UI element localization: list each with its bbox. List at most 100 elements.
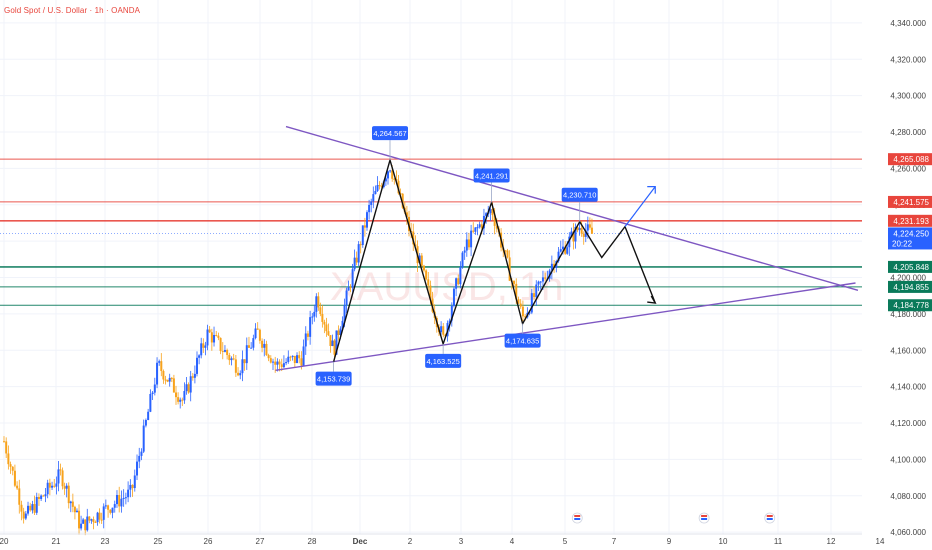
pivot-labels: 4,264.567 4,241.291 4,230.710 4,153.739 4,16… [315,126,598,386]
candle-body [175,392,177,398]
candle-body [147,411,150,421]
candle-body [261,340,264,348]
candle-body [241,359,244,374]
candle-body [7,453,10,465]
event-icons[interactable] [571,512,776,524]
candle-body [131,484,134,489]
candle-body [495,225,498,229]
y-axis[interactable]: 4,340.000 4,320.000 4,300.000 4,280.000 4,26… [862,0,932,550]
candle-body [331,340,334,347]
candle-body [217,335,220,338]
candle-body [24,513,27,519]
candle-body [111,507,114,513]
candle-body [115,494,118,505]
candle-body [61,470,64,487]
y-tick-label: 4,100.000 [890,455,926,464]
candle-body [366,212,368,228]
candle-body [337,330,340,335]
candle-body [401,193,404,208]
candle-body [353,257,356,270]
current-price-tag [888,227,932,250]
candle-body [457,278,460,285]
candle-body [88,516,91,521]
candle-body [376,185,379,191]
candle-body [414,244,417,247]
zigzag-pattern [332,157,657,362]
candle-body [515,283,518,300]
candle-body [144,420,147,426]
candle-body [519,303,522,307]
candle-body [156,362,159,385]
candle-body [370,201,373,205]
candle-body [172,378,175,393]
x-tick-label: 25 [154,537,163,546]
candle-body [204,345,207,348]
candle-body [18,488,21,505]
resistance-3-tag-label: 4,231.193 [893,217,929,226]
candle-body [576,226,579,231]
candle-body [465,239,468,251]
candle-body [206,329,209,346]
candle-body [187,384,190,393]
candle-body [42,495,45,497]
candle-body [280,364,283,368]
candle-body [528,312,531,314]
candle-body [138,455,141,462]
candle-body [325,324,328,332]
candle-body [29,505,32,511]
candle-body [51,485,54,488]
candle-body [329,335,332,347]
candle-body [389,170,392,172]
x-tick-label: 11 [774,537,783,546]
countdown-label: 20:22 [892,239,913,248]
candle-body [355,257,358,263]
candle-body [243,359,246,364]
flag-icon-stripe [574,518,581,520]
candle-body [232,358,235,360]
candle-body [311,316,314,318]
candle-body [321,313,324,322]
candle-body [100,519,103,521]
y-tick-label: 4,080.000 [890,492,926,501]
candle-body [104,505,107,507]
y-tick-label: 4,120.000 [890,419,926,428]
pivot-label: 4,230.710 [563,191,596,200]
x-tick-label: 10 [719,537,728,546]
candle-body [196,357,198,374]
candle-body [584,230,587,237]
candle-body [73,506,76,513]
candle-body [223,350,226,352]
candle-body [267,355,270,359]
candle-body [272,361,274,363]
candle-body [347,287,350,291]
candle-body [349,287,352,289]
candle-body [491,209,494,216]
support-3-tag [888,299,932,312]
zigzag-line [332,157,656,362]
candle-body [418,255,421,264]
candle-body [113,504,116,508]
candle-body [590,227,593,234]
candle-body [442,326,445,335]
candle-body [429,285,432,299]
x-tick-label: 26 [204,537,213,546]
candle-body [480,224,483,229]
candle-body [9,464,12,467]
candle-body [94,522,97,524]
x-axis[interactable]: 20 21 23 25 26 27 28 Dec 2 3 4 5 7 9 10 11 12 14 [0,533,885,546]
candle-body [530,293,533,313]
candle-body [285,361,288,364]
candle-body [339,328,342,335]
candle-body [158,361,161,363]
candle-body [427,279,430,286]
candle-body [296,355,299,364]
candle-body [289,356,292,358]
support-2-tag-label: 4,194.855 [893,283,929,292]
candle-body [170,377,173,379]
trendlines[interactable] [275,125,859,371]
y-tick-label: 4,200.000 [890,274,926,283]
candle-body [517,299,520,304]
candle-body [237,372,240,376]
candle-body [122,497,125,499]
